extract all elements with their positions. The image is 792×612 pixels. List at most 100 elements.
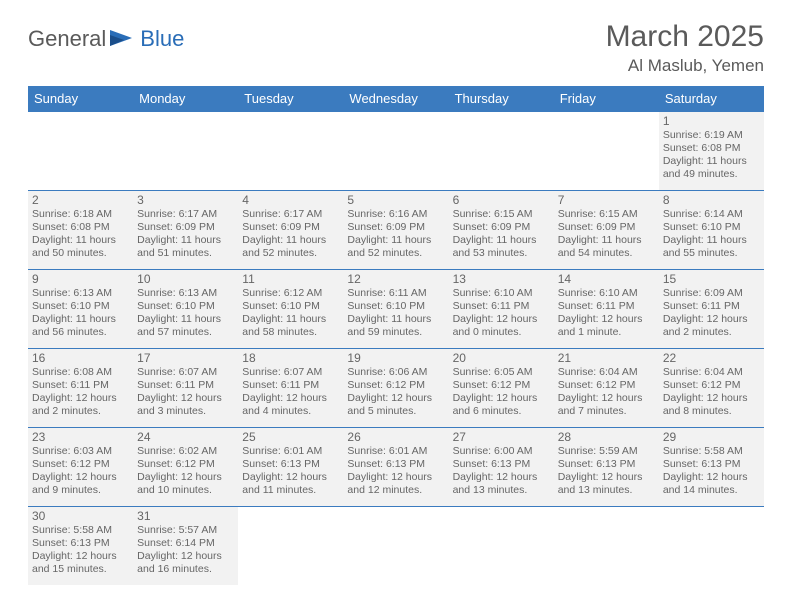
day-number: 23 xyxy=(32,430,129,444)
sunrise-text: Sunrise: 6:13 AM xyxy=(137,287,234,300)
sunrise-text: Sunrise: 6:14 AM xyxy=(663,208,760,221)
calendar-cell xyxy=(449,507,554,586)
sunrise-text: Sunrise: 6:10 AM xyxy=(453,287,550,300)
calendar-cell: 28Sunrise: 5:59 AMSunset: 6:13 PMDayligh… xyxy=(554,428,659,507)
calendar-cell: 3Sunrise: 6:17 AMSunset: 6:09 PMDaylight… xyxy=(133,191,238,270)
calendar-cell: 29Sunrise: 5:58 AMSunset: 6:13 PMDayligh… xyxy=(659,428,764,507)
daylight2-text: and 59 minutes. xyxy=(347,326,444,339)
daylight1-text: Daylight: 12 hours xyxy=(137,471,234,484)
daylight1-text: Daylight: 11 hours xyxy=(347,234,444,247)
calendar-cell: 25Sunrise: 6:01 AMSunset: 6:13 PMDayligh… xyxy=(238,428,343,507)
calendar-cell: 23Sunrise: 6:03 AMSunset: 6:12 PMDayligh… xyxy=(28,428,133,507)
calendar-cell: 31Sunrise: 5:57 AMSunset: 6:14 PMDayligh… xyxy=(133,507,238,586)
day-number: 22 xyxy=(663,351,760,365)
sunset-text: Sunset: 6:11 PM xyxy=(137,379,234,392)
daylight2-text: and 16 minutes. xyxy=(137,563,234,576)
daylight1-text: Daylight: 12 hours xyxy=(558,471,655,484)
calendar-cell: 2Sunrise: 6:18 AMSunset: 6:08 PMDaylight… xyxy=(28,191,133,270)
calendar-cell: 17Sunrise: 6:07 AMSunset: 6:11 PMDayligh… xyxy=(133,349,238,428)
sunrise-text: Sunrise: 6:15 AM xyxy=(558,208,655,221)
sunrise-text: Sunrise: 6:09 AM xyxy=(663,287,760,300)
calendar-cell: 8Sunrise: 6:14 AMSunset: 6:10 PMDaylight… xyxy=(659,191,764,270)
day-number: 8 xyxy=(663,193,760,207)
sunset-text: Sunset: 6:12 PM xyxy=(347,379,444,392)
daylight1-text: Daylight: 12 hours xyxy=(453,392,550,405)
calendar-cell xyxy=(554,507,659,586)
sunrise-text: Sunrise: 6:02 AM xyxy=(137,445,234,458)
daylight2-text: and 5 minutes. xyxy=(347,405,444,418)
daylight1-text: Daylight: 12 hours xyxy=(558,392,655,405)
daylight2-text: and 15 minutes. xyxy=(32,563,129,576)
sunrise-text: Sunrise: 5:58 AM xyxy=(32,524,129,537)
daylight2-text: and 49 minutes. xyxy=(663,168,760,181)
sunrise-text: Sunrise: 6:04 AM xyxy=(558,366,655,379)
day-number: 16 xyxy=(32,351,129,365)
location-text: Al Maslub, Yemen xyxy=(606,56,764,76)
day-number: 27 xyxy=(453,430,550,444)
sunrise-text: Sunrise: 6:13 AM xyxy=(32,287,129,300)
daylight1-text: Daylight: 12 hours xyxy=(663,313,760,326)
sunrise-text: Sunrise: 6:07 AM xyxy=(242,366,339,379)
daylight2-text: and 0 minutes. xyxy=(453,326,550,339)
calendar-cell: 7Sunrise: 6:15 AMSunset: 6:09 PMDaylight… xyxy=(554,191,659,270)
daylight2-text: and 14 minutes. xyxy=(663,484,760,497)
daylight2-text: and 2 minutes. xyxy=(32,405,129,418)
sunset-text: Sunset: 6:11 PM xyxy=(242,379,339,392)
daylight1-text: Daylight: 11 hours xyxy=(32,313,129,326)
calendar-cell xyxy=(238,507,343,586)
calendar-cell xyxy=(343,112,448,191)
sunrise-text: Sunrise: 5:57 AM xyxy=(137,524,234,537)
calendar-cell: 5Sunrise: 6:16 AMSunset: 6:09 PMDaylight… xyxy=(343,191,448,270)
calendar-cell: 4Sunrise: 6:17 AMSunset: 6:09 PMDaylight… xyxy=(238,191,343,270)
calendar-cell: 15Sunrise: 6:09 AMSunset: 6:11 PMDayligh… xyxy=(659,270,764,349)
day-number: 5 xyxy=(347,193,444,207)
brand-text-1: General xyxy=(28,26,106,52)
sunset-text: Sunset: 6:12 PM xyxy=(32,458,129,471)
day-number: 12 xyxy=(347,272,444,286)
sunset-text: Sunset: 6:11 PM xyxy=(32,379,129,392)
calendar-row: 23Sunrise: 6:03 AMSunset: 6:12 PMDayligh… xyxy=(28,428,764,507)
daylight2-text: and 52 minutes. xyxy=(347,247,444,260)
calendar-cell: 30Sunrise: 5:58 AMSunset: 6:13 PMDayligh… xyxy=(28,507,133,586)
day-number: 11 xyxy=(242,272,339,286)
sunrise-text: Sunrise: 6:01 AM xyxy=(242,445,339,458)
daylight1-text: Daylight: 12 hours xyxy=(137,392,234,405)
calendar-row: 16Sunrise: 6:08 AMSunset: 6:11 PMDayligh… xyxy=(28,349,764,428)
calendar-cell: 24Sunrise: 6:02 AMSunset: 6:12 PMDayligh… xyxy=(133,428,238,507)
calendar-cell: 9Sunrise: 6:13 AMSunset: 6:10 PMDaylight… xyxy=(28,270,133,349)
day-number: 20 xyxy=(453,351,550,365)
weekday-header: Tuesday xyxy=(238,86,343,112)
day-number: 13 xyxy=(453,272,550,286)
calendar-cell xyxy=(28,112,133,191)
sunset-text: Sunset: 6:08 PM xyxy=(663,142,760,155)
day-number: 28 xyxy=(558,430,655,444)
sunrise-text: Sunrise: 6:06 AM xyxy=(347,366,444,379)
sunset-text: Sunset: 6:09 PM xyxy=(558,221,655,234)
daylight1-text: Daylight: 11 hours xyxy=(137,313,234,326)
sunset-text: Sunset: 6:13 PM xyxy=(453,458,550,471)
calendar-cell: 20Sunrise: 6:05 AMSunset: 6:12 PMDayligh… xyxy=(449,349,554,428)
daylight1-text: Daylight: 11 hours xyxy=(137,234,234,247)
calendar-cell: 12Sunrise: 6:11 AMSunset: 6:10 PMDayligh… xyxy=(343,270,448,349)
calendar-cell xyxy=(554,112,659,191)
sunset-text: Sunset: 6:10 PM xyxy=(137,300,234,313)
daylight1-text: Daylight: 12 hours xyxy=(453,313,550,326)
calendar-cell: 21Sunrise: 6:04 AMSunset: 6:12 PMDayligh… xyxy=(554,349,659,428)
calendar-cell: 14Sunrise: 6:10 AMSunset: 6:11 PMDayligh… xyxy=(554,270,659,349)
calendar-row: 2Sunrise: 6:18 AMSunset: 6:08 PMDaylight… xyxy=(28,191,764,270)
calendar-cell: 16Sunrise: 6:08 AMSunset: 6:11 PMDayligh… xyxy=(28,349,133,428)
daylight2-text: and 1 minute. xyxy=(558,326,655,339)
sunrise-text: Sunrise: 6:01 AM xyxy=(347,445,444,458)
day-number: 9 xyxy=(32,272,129,286)
daylight2-text: and 10 minutes. xyxy=(137,484,234,497)
sunset-text: Sunset: 6:09 PM xyxy=(137,221,234,234)
weekday-header: Friday xyxy=(554,86,659,112)
sunset-text: Sunset: 6:12 PM xyxy=(663,379,760,392)
sunrise-text: Sunrise: 6:18 AM xyxy=(32,208,129,221)
daylight1-text: Daylight: 12 hours xyxy=(242,471,339,484)
sunset-text: Sunset: 6:13 PM xyxy=(663,458,760,471)
day-number: 18 xyxy=(242,351,339,365)
daylight1-text: Daylight: 11 hours xyxy=(242,234,339,247)
calendar-cell xyxy=(659,507,764,586)
daylight1-text: Daylight: 12 hours xyxy=(663,471,760,484)
